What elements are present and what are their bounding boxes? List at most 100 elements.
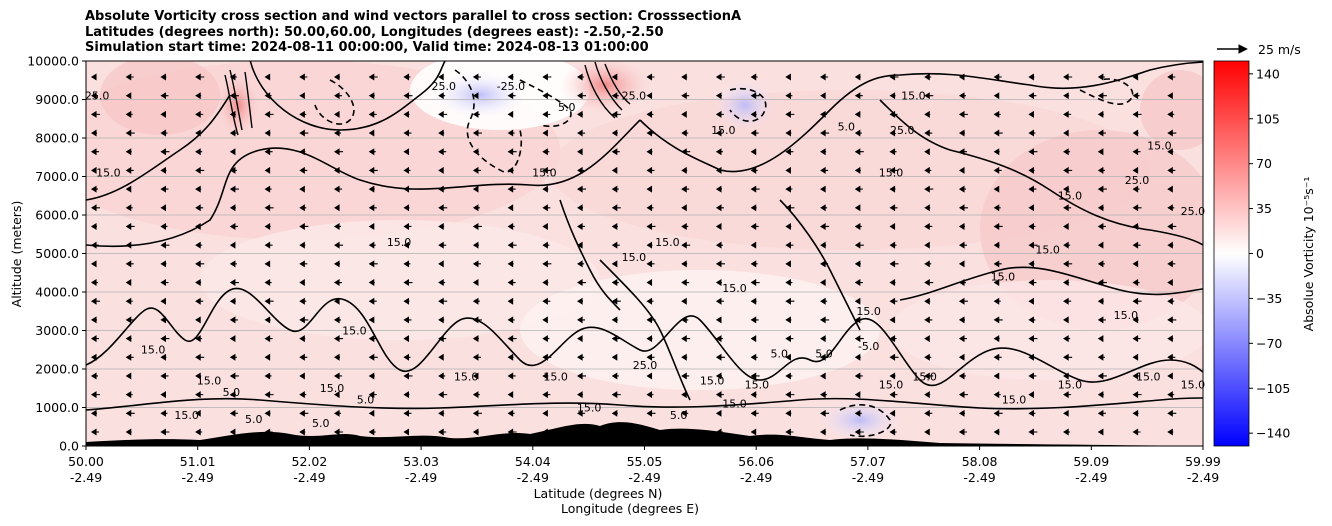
wind-vector xyxy=(1097,316,1106,324)
wind-vector xyxy=(1132,204,1142,212)
wind-vector xyxy=(1167,241,1174,249)
wind-vector xyxy=(820,185,826,193)
wind-vector xyxy=(299,185,305,193)
wind-vector xyxy=(125,372,132,380)
wind-vector xyxy=(368,316,375,324)
contour-label: 15.0 xyxy=(711,124,736,137)
wind-vector xyxy=(195,409,201,417)
colorbar-tick-label: −105 xyxy=(1256,381,1290,396)
wind-vector xyxy=(646,185,653,193)
wind-vector xyxy=(90,409,97,417)
wind-vector xyxy=(611,279,619,287)
wind-vector xyxy=(1028,222,1036,230)
contour-label: 5.0 xyxy=(815,347,833,360)
wind-vector xyxy=(958,222,965,230)
contour-label: 15.0 xyxy=(1136,371,1161,384)
wind-vector xyxy=(993,372,1000,380)
wind-vector xyxy=(299,353,308,361)
wind-vector xyxy=(854,204,861,212)
wind-vector xyxy=(90,73,97,81)
wind-vector xyxy=(542,353,552,361)
wind-vector xyxy=(264,204,274,212)
wind-vector xyxy=(646,297,654,305)
wind-vector xyxy=(1063,222,1069,230)
wind-vector xyxy=(507,73,514,81)
wind-vector xyxy=(1167,260,1176,268)
wind-vector xyxy=(264,92,272,100)
contour-label: 15.0 xyxy=(1058,190,1083,203)
wind-vector xyxy=(195,279,202,287)
wind-vector xyxy=(820,260,829,268)
wind-vector xyxy=(1167,279,1173,287)
colorbar-tick-label: 0 xyxy=(1256,246,1264,261)
wind-vector xyxy=(542,372,549,380)
wind-vector xyxy=(1063,204,1072,212)
wind-vector xyxy=(993,166,1002,174)
wind-vector xyxy=(1028,428,1038,436)
wind-vector xyxy=(542,335,550,343)
wind-vector xyxy=(785,353,791,361)
wind-vector xyxy=(195,260,205,268)
wind-vector xyxy=(1063,279,1070,287)
wind-vector xyxy=(1167,166,1176,174)
wind-vector xyxy=(1097,73,1105,81)
wind-vector xyxy=(90,279,98,287)
wind-vector xyxy=(472,241,479,249)
wind-vector xyxy=(993,110,1001,118)
wind-vector xyxy=(854,110,861,118)
contour-label: 25.0 xyxy=(85,90,110,103)
wind-vector xyxy=(1167,73,1176,81)
wind-vector xyxy=(1167,92,1173,100)
wind-vector xyxy=(333,222,342,230)
wind-vector xyxy=(854,73,861,81)
contour-label: 15.0 xyxy=(745,378,770,391)
wind-vector xyxy=(403,73,411,81)
wind-vector xyxy=(1097,148,1104,156)
wind-vector xyxy=(90,148,99,156)
wind-vector xyxy=(993,241,1000,249)
wind-vector xyxy=(1132,316,1139,324)
wind-vector xyxy=(820,92,826,100)
wind-vector xyxy=(90,297,100,305)
wind-vector xyxy=(889,409,896,417)
wind-vector xyxy=(611,110,621,118)
wind-vector xyxy=(785,409,792,417)
wind-vector xyxy=(472,73,481,81)
wind-vector xyxy=(785,92,793,100)
wind-vector xyxy=(438,279,446,287)
wind-vector xyxy=(681,92,690,100)
contour-label: 5.0 xyxy=(312,417,330,430)
wind-vector xyxy=(160,110,166,118)
wind-vector xyxy=(1132,353,1139,361)
contour-label: 15.0 xyxy=(1147,140,1172,153)
colorbar-tick-label: 70 xyxy=(1256,156,1272,171)
wind-vector xyxy=(889,129,896,137)
x-axis-ticks: 50.00-2.4951.01-2.4952.02-2.4953.03-2.49… xyxy=(68,446,1221,485)
wind-vector xyxy=(507,92,516,100)
wind-vector xyxy=(229,148,236,156)
contour-label: 5.0 xyxy=(223,386,241,399)
wind-vector xyxy=(820,372,826,380)
wind-vector xyxy=(889,353,899,361)
wind-vector xyxy=(160,92,169,100)
wind-vector xyxy=(507,335,517,343)
wind-vector xyxy=(1132,92,1140,100)
wind-vector xyxy=(229,110,236,118)
wind-vector xyxy=(681,241,691,249)
wind-vector xyxy=(542,279,549,287)
wind-vector xyxy=(993,316,1003,324)
wind-vector xyxy=(820,409,830,417)
wind-vector xyxy=(507,353,514,361)
wind-vector xyxy=(90,92,98,100)
wind-vector xyxy=(368,185,375,193)
wind-vector xyxy=(924,353,932,361)
contour-label: 15.0 xyxy=(856,305,881,318)
wind-vector xyxy=(299,279,305,287)
wind-vector xyxy=(1132,166,1139,174)
wind-vector xyxy=(368,279,375,287)
wind-vector xyxy=(195,92,202,100)
wind-vector xyxy=(542,110,551,118)
wind-vector xyxy=(403,222,412,230)
wind-vector xyxy=(333,316,342,324)
wind-vector xyxy=(715,166,725,174)
